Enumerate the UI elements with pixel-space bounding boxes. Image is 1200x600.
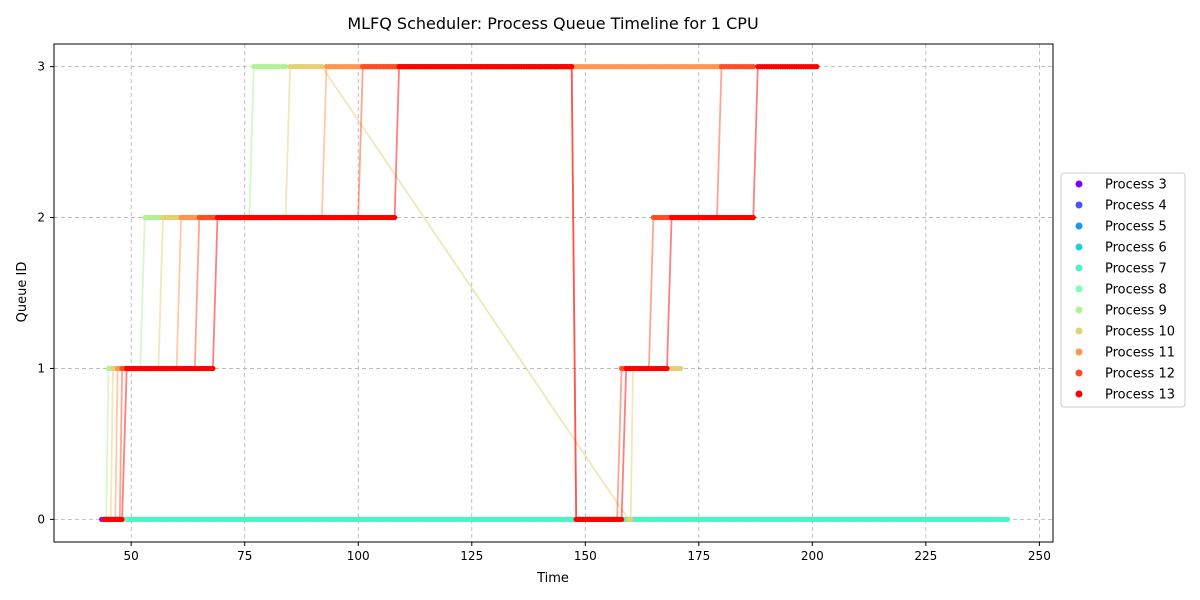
y-tick-label: 2 (37, 211, 45, 225)
legend-label: Process 11 (1105, 346, 1175, 361)
legend-marker (1075, 222, 1083, 230)
legend-box (1060, 172, 1186, 408)
x-tick-label: 75 (237, 549, 252, 563)
series-points (99, 64, 1011, 523)
legend-label: Process 4 (1105, 199, 1167, 214)
legend-marker (1075, 180, 1083, 188)
x-tick-label: 250 (1028, 549, 1051, 563)
legend: Process 3 Process 4 Process 5 Process 6 Proc… (1060, 172, 1186, 408)
legend-marker (1075, 285, 1083, 293)
data-point (210, 365, 216, 372)
legend-marker (1075, 369, 1083, 377)
x-tick-label: 50 (124, 549, 139, 563)
data-point (750, 64, 756, 70)
legend-marker (1075, 348, 1083, 356)
x-axis-label: Time (536, 571, 569, 586)
legend-marker (1075, 306, 1083, 314)
x-tick-label: 125 (460, 549, 483, 563)
x-tick-label: 175 (687, 549, 710, 563)
x-tick-label: 100 (347, 549, 370, 563)
legend-label: Process 10 (1105, 325, 1175, 340)
data-point (119, 516, 125, 523)
data-point (283, 64, 289, 70)
legend-marker (1075, 243, 1083, 251)
legend-label: Process 9 (1105, 304, 1167, 319)
data-point (569, 64, 575, 70)
x-axis: 50 75 100 125 150 175 200 225 250 (124, 542, 1051, 563)
legend-marker (1075, 390, 1083, 398)
legend-marker (1075, 201, 1083, 209)
legend-label: Process 8 (1105, 283, 1167, 298)
legend-label: Process 6 (1105, 241, 1167, 256)
legend-label: Process 5 (1105, 220, 1167, 235)
legend-marker (1075, 327, 1083, 335)
data-point (392, 214, 398, 221)
legend-label: Process 7 (1105, 262, 1167, 277)
data-point (750, 214, 756, 221)
legend-label: Process 12 (1105, 367, 1175, 382)
plot-frame (53, 43, 1054, 543)
data-point (319, 64, 325, 70)
x-tick-label: 200 (801, 549, 824, 563)
x-tick-label: 225 (914, 549, 937, 563)
y-tick-label: 3 (37, 60, 45, 74)
data-point (619, 516, 625, 523)
y-tick-label: 1 (37, 361, 45, 375)
data-point (1005, 516, 1011, 523)
data-point (678, 365, 684, 372)
legend-label: Process 3 (1105, 178, 1167, 193)
legend-label: Process 13 (1105, 388, 1175, 403)
y-tick-label: 0 (37, 512, 45, 526)
data-point (664, 365, 670, 372)
legend-marker (1075, 264, 1083, 272)
chart-title: MLFQ Scheduler: Process Queue Timeline f… (347, 14, 758, 33)
data-point (628, 516, 634, 523)
data-point (814, 64, 820, 70)
x-tick-label: 150 (574, 549, 597, 563)
y-axis: 0 1 2 3 (37, 60, 54, 526)
y-axis-label: Queue ID (15, 262, 30, 323)
